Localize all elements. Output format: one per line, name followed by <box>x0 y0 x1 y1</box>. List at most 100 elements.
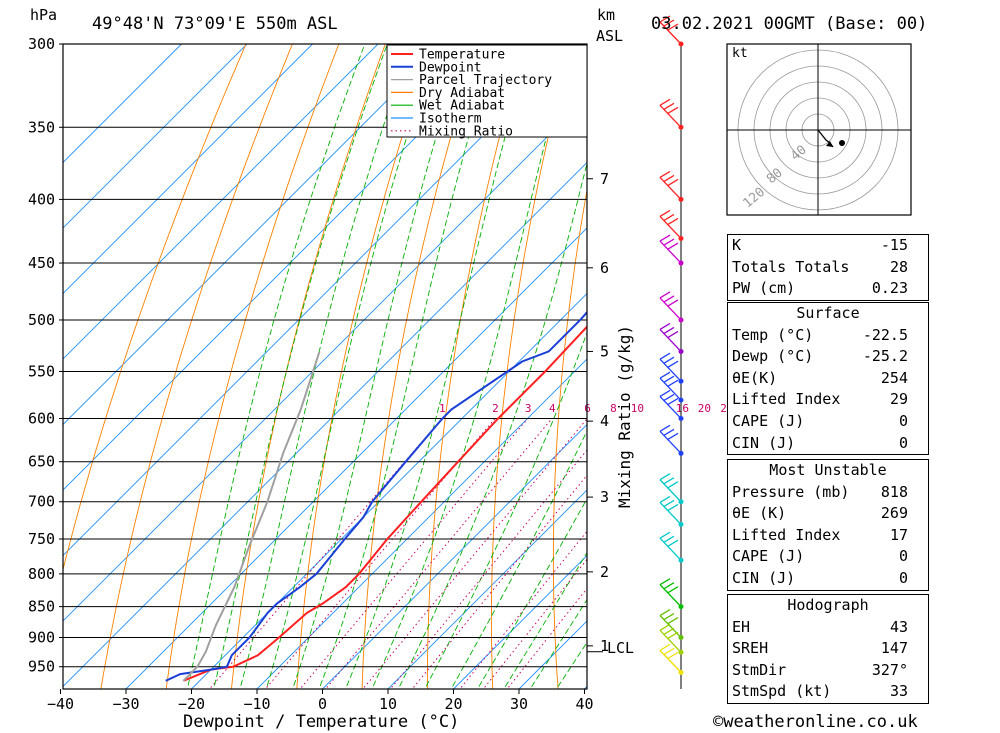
wind-barb-flag <box>667 631 679 639</box>
stmdir-label: StmDir <box>732 660 787 679</box>
wet-adiabat-line <box>371 44 572 689</box>
wind-barb-dot <box>678 196 684 202</box>
mixing-ratio-line <box>389 449 587 689</box>
isotherm-line <box>63 44 379 360</box>
mu-pressure-value: 818 <box>880 482 908 501</box>
wind-barb <box>659 170 684 202</box>
legend-entry: Isotherm <box>419 112 482 127</box>
pressure-tick-label: 400 <box>28 190 55 208</box>
wind-barb-dot <box>678 649 684 655</box>
wind-barb-flag <box>667 299 679 307</box>
wind-barb <box>659 495 684 527</box>
wind-barb-dot <box>678 669 684 675</box>
surface-cin-label: CIN (J) <box>732 433 796 452</box>
wet-adiabat-line <box>318 44 497 689</box>
hodograph-arrow <box>826 141 833 147</box>
mu-pressure-label: Pressure (mb) <box>732 482 850 501</box>
wind-barb-staff <box>659 479 682 503</box>
copyright: ©weatheronline.co.uk <box>713 712 918 732</box>
wind-barb-staff <box>659 240 682 264</box>
wind-barb-flag <box>659 424 671 432</box>
mixing-ratio-label: 4 <box>549 402 556 415</box>
wind-barb-dot <box>678 450 684 456</box>
surface-cin-value: 0 <box>898 433 908 452</box>
wet-adiabat-line <box>292 44 466 689</box>
pressure-tick-label: 300 <box>28 35 55 53</box>
wind-barb-flag <box>667 432 679 440</box>
wind-barb-flag <box>659 170 671 178</box>
mixing-ratio-line <box>362 418 587 689</box>
wind-barb <box>659 643 684 675</box>
wind-barb-dot <box>678 557 684 563</box>
mu-theta-label: θE (K) <box>732 504 787 523</box>
wind-barb-staff <box>659 430 682 454</box>
axes: 3003504004505005506006507007508008509009… <box>28 35 609 713</box>
temp-tick-label: 0 <box>318 695 327 713</box>
temp-tick-label: −40 <box>47 695 74 713</box>
wind-barb-dot <box>678 635 684 641</box>
wind-barb-flag <box>667 178 679 186</box>
km-tick-label: 3 <box>600 488 609 506</box>
wind-barb-flag <box>667 397 679 406</box>
km-tick-label: 4 <box>600 412 609 430</box>
wind-barb <box>659 234 684 266</box>
wind-barb-flag <box>667 586 679 594</box>
wind-barb <box>659 291 684 323</box>
stmdir-value: 327° <box>871 660 908 679</box>
wind-barb-flag <box>663 612 675 621</box>
mixing-ratio-label: 2 <box>492 402 499 415</box>
wind-barb-dot <box>678 317 684 323</box>
wet-adiabat-line <box>213 44 388 689</box>
wind-barb-staff <box>659 216 682 239</box>
mixing-ratio-axis-title: Mixing Ratio (g/kg) <box>615 325 634 508</box>
isotherm-line <box>125 227 587 689</box>
wind-barb-flag <box>667 217 679 226</box>
wind-barb <box>659 424 684 456</box>
dry-adiabat-line <box>672 44 711 694</box>
surface-li-value: 29 <box>889 390 908 409</box>
pressure-tick-label: 800 <box>28 565 55 583</box>
wind-barb-staff <box>659 104 682 128</box>
pressure-tick-label: 450 <box>28 254 55 272</box>
wind-barb-flag <box>659 531 671 539</box>
x-axis-title: Dewpoint / Temperature (°C) <box>183 712 459 732</box>
wind-barbs <box>659 15 684 689</box>
legend-entry: Mixing Ratio <box>419 124 513 139</box>
eh-value: 43 <box>889 617 908 636</box>
surface-cape-value: 0 <box>898 411 908 430</box>
pressure-tick-label: 950 <box>28 658 55 676</box>
pw-label: PW (cm) <box>732 279 796 298</box>
wind-barb-dot <box>678 235 684 241</box>
isotherm-line <box>63 96 587 622</box>
wind-barb-flag <box>667 23 679 31</box>
mixing-ratio-label: 16 <box>676 402 689 415</box>
wind-barb-flag <box>667 360 679 368</box>
mu-cape-label: CAPE (J) <box>732 547 805 566</box>
wind-barb-flag <box>663 19 675 27</box>
wind-barb-flag <box>663 375 675 383</box>
location-title: 49°48'N 73°09'E 550m ASL <box>92 14 338 34</box>
wind-barb-flag <box>663 535 675 543</box>
pw-value: 0.23 <box>871 279 908 298</box>
isotherm-line <box>63 44 444 426</box>
wind-barb <box>659 322 684 354</box>
wind-barb <box>659 623 684 655</box>
wet-adiabat-line <box>424 331 587 689</box>
temp-tick-label: 20 <box>444 695 462 713</box>
km-tick-label: 5 <box>600 342 609 360</box>
wind-barb-dot <box>678 499 684 505</box>
wind-barb-staff <box>659 629 682 653</box>
wind-barb-flag <box>659 578 671 586</box>
k-label: K <box>732 236 742 254</box>
isotherm-line <box>63 44 182 164</box>
legend-entry: Dry Adiabat <box>419 86 505 101</box>
surface-theta-label: θE(K) <box>732 368 778 387</box>
mixing-ratio-label: 3 <box>525 402 532 415</box>
tt-value: 28 <box>889 257 908 276</box>
km-tick-label: 1 <box>600 637 609 655</box>
tt-label: Totals Totals <box>732 257 850 276</box>
isotherm-line <box>63 44 510 491</box>
dry-adiabat-line <box>63 44 247 572</box>
isotherm-line <box>63 44 248 229</box>
